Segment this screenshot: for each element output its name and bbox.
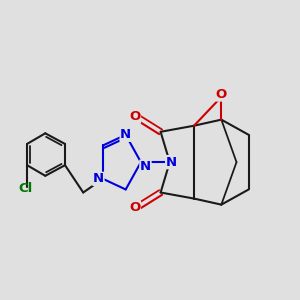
Text: O: O <box>216 88 227 101</box>
Text: N: N <box>140 160 151 173</box>
Text: N: N <box>93 172 104 185</box>
Text: O: O <box>129 201 140 214</box>
Text: N: N <box>166 156 177 169</box>
Text: Cl: Cl <box>18 182 33 195</box>
Text: O: O <box>129 110 140 123</box>
Text: N: N <box>120 128 131 141</box>
